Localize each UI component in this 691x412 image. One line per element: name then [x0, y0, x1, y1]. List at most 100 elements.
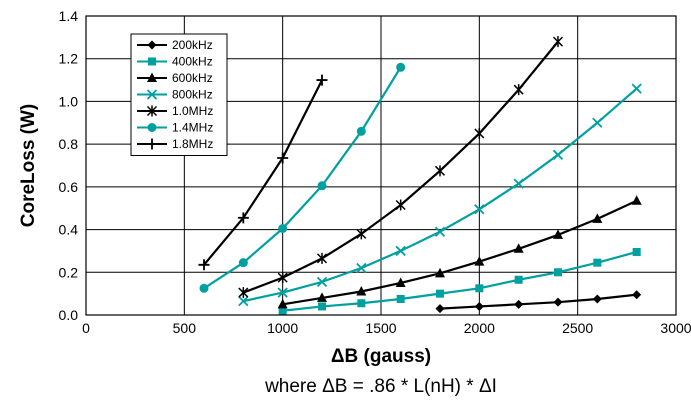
- data-point: [474, 127, 485, 139]
- data-point: [356, 126, 366, 136]
- data-point: [474, 256, 485, 266]
- data-point: [592, 213, 603, 223]
- series-line: [439, 293, 637, 310]
- data-point: [396, 294, 405, 303]
- y-tick-label: 0.6: [59, 179, 79, 195]
- data-point: [277, 272, 288, 284]
- data-point: [434, 226, 446, 237]
- x-axis-label: ΔB (gauss): [331, 346, 431, 367]
- data-point: [592, 294, 602, 304]
- data-point: [238, 287, 249, 299]
- data-point: [278, 224, 288, 234]
- data-point: [631, 195, 642, 205]
- legend-label: 1.0MHz: [172, 104, 213, 118]
- series-1-4mhz: [199, 62, 406, 293]
- data-point: [436, 289, 444, 298]
- data-point: [435, 304, 445, 314]
- data-point: [475, 284, 484, 293]
- series-1-8mhz: [198, 74, 328, 271]
- y-tick-label: 1.4: [59, 8, 79, 24]
- data-point: [514, 275, 523, 284]
- data-point: [277, 152, 289, 164]
- y-axis-label: CoreLoss (W): [18, 104, 39, 228]
- x-tick-label: 2500: [562, 320, 593, 336]
- data-point: [356, 228, 367, 240]
- legend-label: 600kHz: [172, 71, 213, 85]
- data-point: [553, 297, 563, 307]
- legend-marker: [146, 89, 158, 100]
- data-point: [631, 83, 642, 94]
- data-point: [632, 290, 642, 300]
- series-line: [203, 79, 323, 266]
- data-point: [317, 292, 327, 302]
- legend-item: 400kHz: [137, 55, 213, 69]
- y-tick-label: 0.0: [59, 307, 79, 323]
- y-axis-ticks: 0.0 0.2 0.4 0.6 0.8 1.0 1.2 1.4: [59, 8, 79, 323]
- y-tick-label: 0.2: [59, 264, 79, 280]
- data-point: [317, 181, 327, 191]
- y-tick-label: 1.2: [59, 51, 79, 67]
- data-point: [434, 165, 446, 177]
- data-point: [277, 287, 288, 298]
- legend-label: 400kHz: [172, 55, 213, 69]
- x-tick-label: 2000: [464, 320, 495, 336]
- x-tick-label: 1500: [365, 320, 396, 336]
- plot-area-frame: [85, 15, 677, 316]
- data-point: [198, 259, 210, 271]
- series-layer: [198, 36, 642, 315]
- formula-caption: where ΔB = .86 * L(nH) * ΔI: [264, 376, 497, 397]
- series-400khz: [278, 247, 641, 315]
- legend-label: 800kHz: [172, 88, 213, 102]
- data-point: [435, 267, 445, 278]
- legend-marker: [147, 123, 157, 132]
- series-line: [282, 250, 637, 312]
- data-point: [513, 243, 524, 253]
- data-point: [318, 302, 326, 311]
- data-point: [278, 306, 287, 315]
- legend-label: 1.8MHz: [172, 137, 213, 151]
- data-point: [238, 258, 248, 268]
- legend-marker: [147, 40, 157, 50]
- legend-marker: [147, 72, 157, 82]
- series-1-0mhz: [238, 36, 564, 299]
- legend-item: 800kHz: [137, 88, 213, 102]
- series-200khz: [435, 290, 642, 314]
- x-tick-label: 500: [173, 320, 197, 336]
- x-tick-label: 0: [82, 320, 90, 336]
- legend-marker: [148, 57, 156, 66]
- legend-label: 200kHz: [172, 38, 213, 52]
- data-point: [553, 229, 563, 239]
- data-point: [238, 295, 249, 307]
- data-point: [316, 276, 328, 288]
- series-line: [203, 66, 402, 290]
- data-point: [513, 84, 524, 96]
- y-tick-label: 0.8: [59, 136, 79, 152]
- legend-marker: [146, 105, 158, 117]
- data-point: [474, 301, 484, 311]
- data-point: [237, 212, 249, 224]
- data-point: [513, 178, 524, 189]
- data-point: [552, 149, 564, 160]
- data-point: [552, 36, 564, 48]
- legend-item: 1.4MHz: [137, 121, 213, 135]
- series-600khz: [277, 195, 642, 309]
- y-tick-label: 1.0: [59, 93, 79, 109]
- data-point: [395, 245, 406, 257]
- data-point: [395, 277, 406, 287]
- legend-item: 1.8MHz: [137, 137, 213, 151]
- legend-marker: [146, 138, 158, 150]
- data-point: [632, 247, 641, 256]
- data-point: [592, 117, 603, 128]
- legend-item: 600kHz: [137, 71, 213, 85]
- x-tick-label: 3000: [660, 320, 691, 336]
- x-axis-ticks: 0 500 1000 1500 2000 2500 3000: [82, 320, 691, 336]
- data-point: [474, 204, 485, 215]
- legend-item: 1.0MHz: [137, 104, 213, 118]
- data-point: [395, 199, 406, 211]
- series-line: [242, 40, 559, 294]
- series-line: [282, 199, 638, 306]
- data-point: [357, 299, 366, 308]
- data-point: [514, 299, 524, 309]
- data-point: [396, 62, 406, 72]
